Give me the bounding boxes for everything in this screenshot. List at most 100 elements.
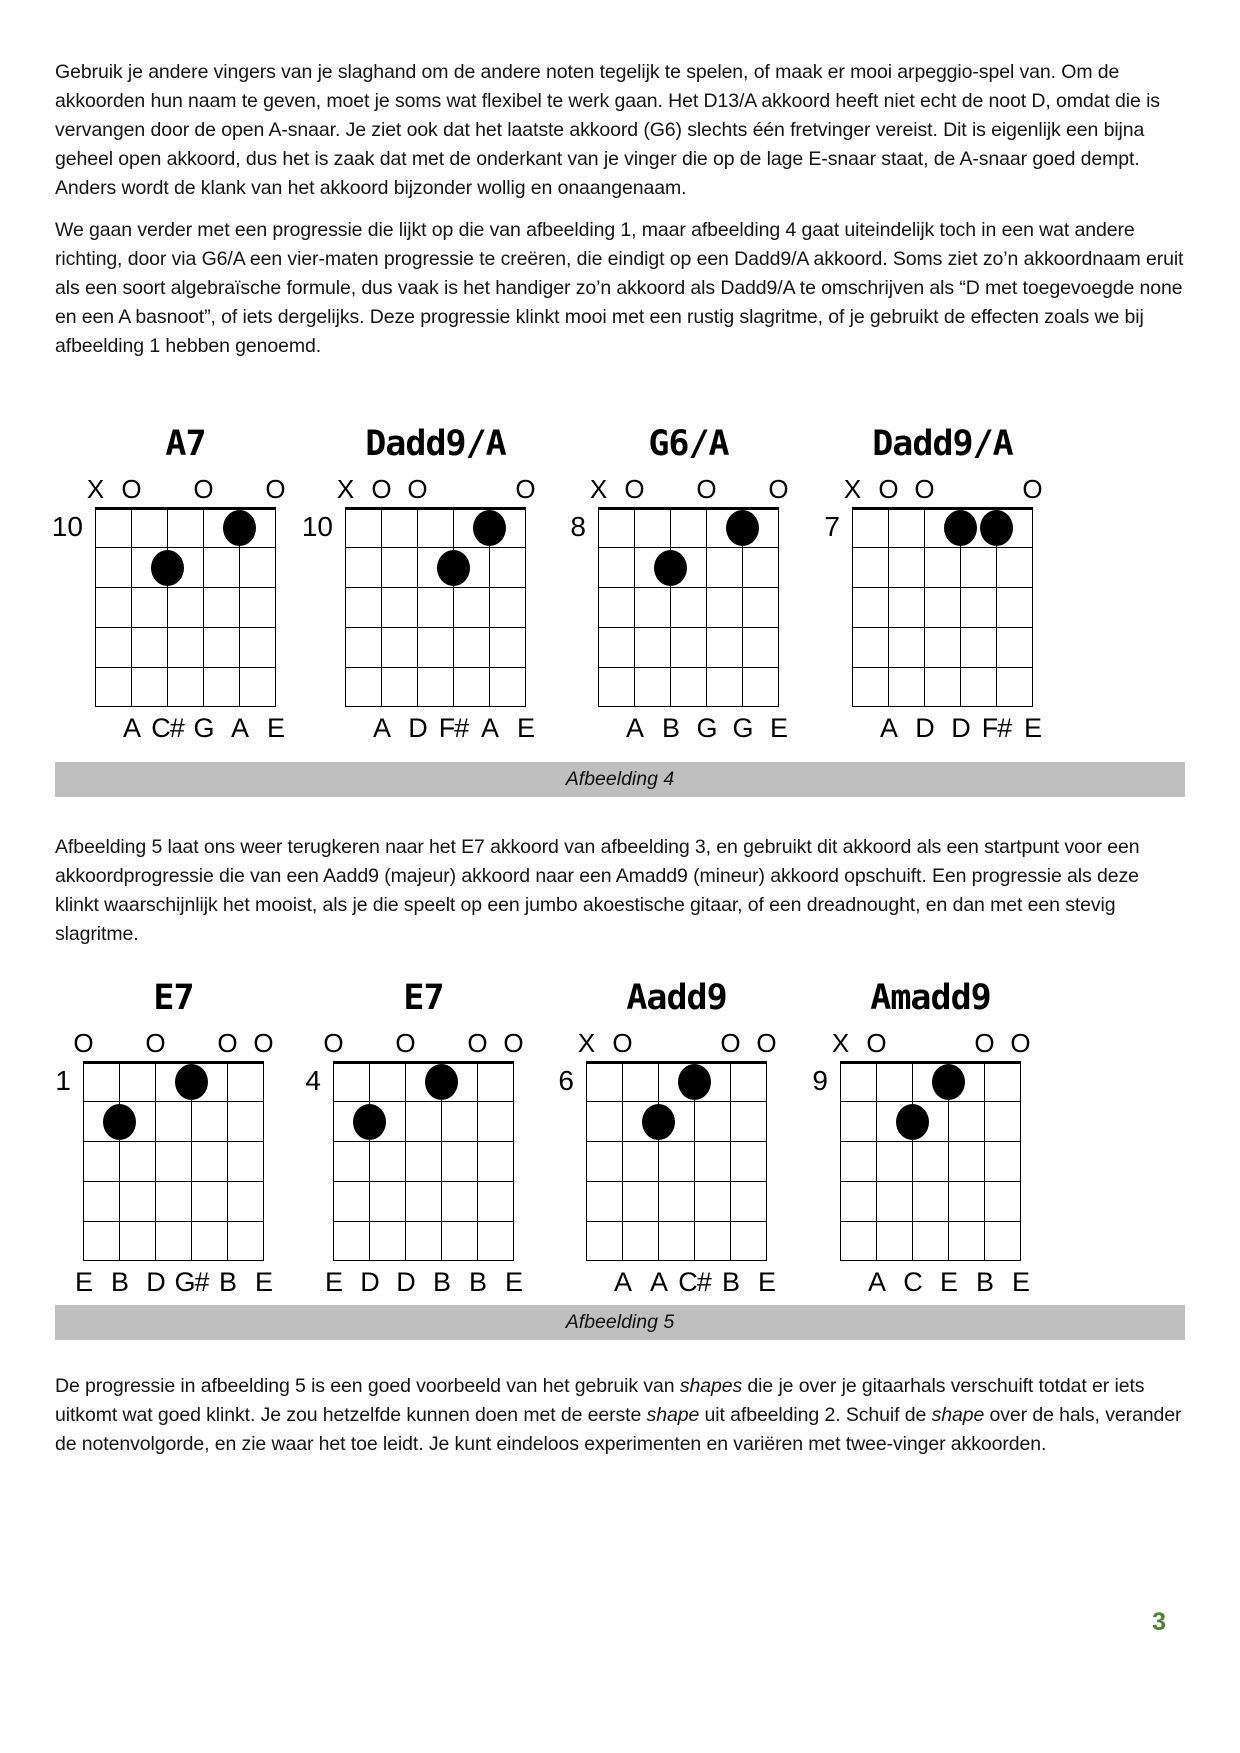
open-string-marker: O (467, 1028, 488, 1058)
finger-dot (980, 510, 1013, 546)
string-note-label: C (903, 1267, 923, 1297)
chord-diagram-e7: E7 4 O O O O E D D B B E (278, 979, 528, 1299)
fret-number-label: 6 (558, 1065, 574, 1096)
paragraph-afbeelding-5-intro: Afbeelding 5 laat ons weer terugkeren na… (55, 833, 1187, 949)
string-note-label: A (122, 713, 141, 743)
fret-number-label: 4 (305, 1065, 321, 1096)
italic-text-run: shape (931, 1404, 985, 1426)
open-string-marker: O (217, 1028, 238, 1058)
open-string-marker: O (515, 474, 536, 504)
paragraph-shapes: De progressie in afbeelding 5 is een goe… (55, 1372, 1187, 1459)
figure-caption-bar: Afbeelding 4 (55, 762, 1185, 797)
open-string-marker: O (612, 1028, 633, 1058)
string-note-label: D (951, 713, 971, 743)
open-string-marker: O (696, 474, 717, 504)
open-string-marker: O (395, 1028, 416, 1058)
finger-dot (151, 550, 184, 586)
string-note-label: G# (174, 1267, 209, 1297)
open-string-marker: O (265, 474, 286, 504)
chord-diagram-row: A7 10 X O O O A C# G A E Dadd9/A 10 X O O O A D F# A E G6/A 8 X O… (40, 425, 1100, 745)
finger-dot (175, 1064, 208, 1100)
muted-string-marker: X (831, 1028, 850, 1058)
string-note-label: A (649, 1267, 668, 1297)
open-string-marker: O (720, 1028, 741, 1058)
fretboard-grid (333, 1061, 514, 1261)
string-note-label: E (516, 713, 535, 743)
figure-afbeelding-5: E7 1 O O O O E B D G# B E E7 4 O O O O E D D B B E Aadd9 6 X O O O A A C… (55, 979, 1185, 1340)
chord-name-label: Dadd9/A (365, 424, 507, 464)
string-note-label: F# (438, 713, 470, 743)
string-note-label: E (74, 1267, 93, 1297)
string-note-label: B (468, 1267, 487, 1297)
string-note-label: D (146, 1267, 166, 1297)
muted-string-marker: X (336, 474, 355, 504)
paragraph-arpeggio: Gebruik je andere vingers van je slaghan… (55, 58, 1187, 203)
open-string-marker: O (253, 1028, 274, 1058)
figure-afbeelding-4: A7 10 X O O O A C# G A E Dadd9/A 10 X O O O A D F# A E G6/A 8 X O… (52, 425, 1185, 797)
open-string-marker: O (323, 1028, 344, 1058)
muted-string-marker: X (589, 474, 608, 504)
string-note-label: G (732, 713, 753, 743)
string-note-label: B (110, 1267, 129, 1297)
finger-dot (473, 510, 506, 546)
chord-diagram-g6-a: G6/A 8 X O O O A B G G E (543, 425, 793, 745)
string-note-label: A (480, 713, 499, 743)
text-run: Afbeelding 5 laat ons weer terugkeren na… (55, 836, 1140, 945)
muted-string-marker: X (843, 474, 862, 504)
string-note-label: A (879, 713, 898, 743)
text-run: We gaan verder met een progressie die li… (55, 219, 1184, 357)
open-string-marker: O (756, 1028, 777, 1058)
finger-dot (932, 1064, 965, 1100)
string-note-label: E (939, 1267, 958, 1297)
string-note-label: E (1011, 1267, 1030, 1297)
muted-string-marker: X (86, 474, 105, 504)
finger-dot (223, 510, 256, 546)
string-note-label: A (867, 1267, 886, 1297)
figure-caption-text: Afbeelding 4 (565, 768, 675, 790)
finger-dot (425, 1064, 458, 1100)
chord-diagram-row: E7 1 O O O O E B D G# B E E7 4 O O O O E D D B B E Aadd9 6 X O O O A A C… (28, 979, 1088, 1299)
finger-dot (678, 1064, 711, 1100)
chord-name-label: Aadd9 (626, 978, 727, 1018)
string-note-label: G (696, 713, 717, 743)
string-note-label: A (625, 713, 644, 743)
string-note-label: E (324, 1267, 343, 1297)
string-note-label: E (769, 713, 788, 743)
fret-number-label: 7 (824, 511, 840, 542)
text-run: over de hals, verander de notenvolgorde,… (55, 1404, 1182, 1455)
chord-name-label: G6/A (648, 424, 729, 464)
chord-name-label: E7 (403, 978, 444, 1018)
open-string-marker: O (407, 474, 428, 504)
chord-diagram-aadd9: Aadd9 6 X O O O A A C# B E (531, 979, 781, 1299)
fret-number-label: 8 (570, 511, 586, 542)
fretboard-grid (852, 507, 1033, 707)
finger-dot (103, 1104, 136, 1140)
finger-dot (642, 1104, 675, 1140)
finger-dot (654, 550, 687, 586)
fretboard-grid (345, 507, 526, 707)
finger-dot (944, 510, 977, 546)
italic-text-run: shape (646, 1404, 700, 1426)
fretboard-grid (598, 507, 779, 707)
string-note-label: B (218, 1267, 237, 1297)
open-string-marker: O (121, 474, 142, 504)
chord-name-label: E7 (153, 978, 194, 1018)
open-string-marker: O (866, 1028, 887, 1058)
text-run: Gebruik je andere vingers van je slaghan… (55, 61, 1160, 199)
chord-name-label: Dadd9/A (872, 424, 1014, 464)
string-note-label: B (661, 713, 680, 743)
chord-name-label: A7 (165, 424, 206, 464)
string-note-label: E (254, 1267, 273, 1297)
open-string-marker: O (974, 1028, 995, 1058)
string-note-label: F# (981, 713, 1013, 743)
string-note-label: D (915, 713, 935, 743)
open-string-marker: O (193, 474, 214, 504)
fretboard-grid (586, 1061, 767, 1261)
muted-string-marker: X (577, 1028, 596, 1058)
chord-name-label: Amadd9 (870, 978, 991, 1018)
open-string-marker: O (371, 474, 392, 504)
string-note-label: C# (151, 713, 185, 743)
string-note-label: C# (678, 1267, 712, 1297)
fret-number-label: 9 (812, 1065, 828, 1096)
string-note-label: G (193, 713, 214, 743)
